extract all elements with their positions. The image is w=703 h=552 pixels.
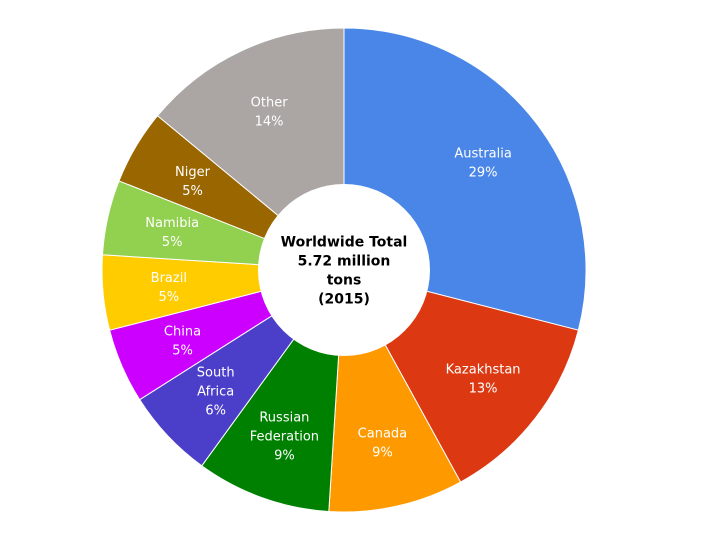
slice-label-canada: Canada 9% (358, 426, 407, 460)
slice-label-russian-federation: Russian Federation 9% (250, 411, 319, 464)
donut-hole (258, 184, 430, 356)
slice-label-other: Other 14% (251, 95, 289, 129)
chart-slice-labels: Australia 29% Kazakhstan 13% Canada 9% Russian… (145, 95, 520, 463)
center-label: Worldwide Total 5.72 million tons (2015) (281, 235, 408, 308)
slice-label-namibia: Namibia 5% (145, 216, 199, 250)
slice-label-china: China 5% (164, 324, 201, 358)
slice-label-australia: Australia 29% (454, 147, 512, 181)
slice-label-niger: Niger 5% (175, 165, 211, 199)
slice-label-south-africa: South Africa 6% (197, 366, 235, 419)
slice-label-kazakhstan: Kazakhstan 13% (446, 362, 521, 396)
slice-label-brazil: Brazil 5% (151, 271, 187, 305)
